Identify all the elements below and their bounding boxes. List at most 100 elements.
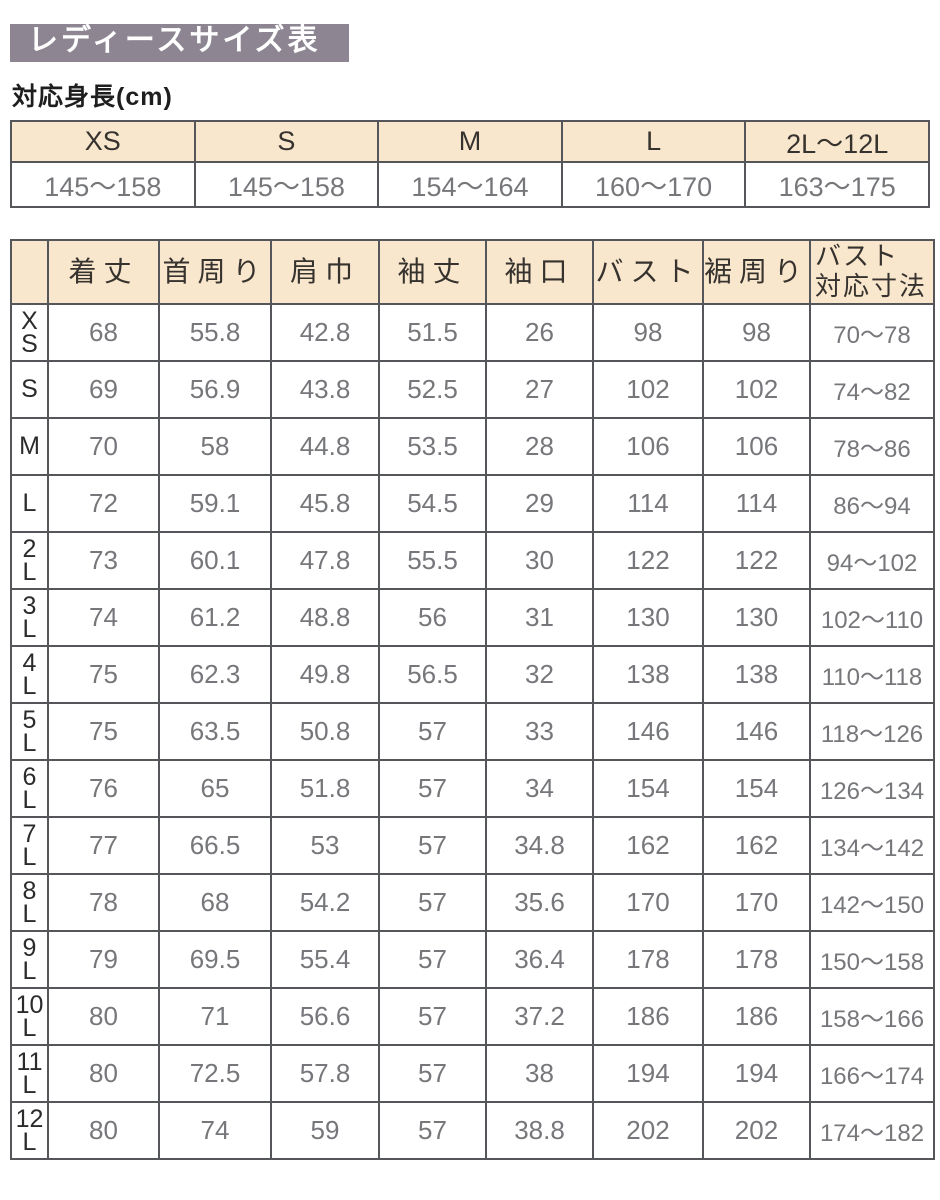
measurement-cell: 126〜134 [809, 759, 935, 818]
measurement-cell: 52.5 [378, 360, 487, 419]
measurement-cell: 162 [702, 816, 811, 875]
measurement-cell: 138 [702, 645, 811, 704]
measurement-cell: 186 [592, 987, 704, 1046]
table-row: L 72 59.1 45.8 54.5 29 114 114 86〜94 [10, 474, 935, 533]
measurement-cell: 57 [378, 702, 487, 761]
measurement-cell: 69 [47, 360, 160, 419]
measurement-cell: 32 [485, 645, 594, 704]
table-row: 2 L 73 60.1 47.8 55.5 30 122 122 94〜102 [10, 531, 935, 590]
measurement-cell: 150〜158 [809, 930, 935, 989]
row-size-label-line: X [21, 306, 38, 335]
row-size-label-line: M [19, 432, 40, 460]
size-col-header: バスト 対応寸法 [809, 239, 935, 305]
page-title: レディースサイズ表 [10, 24, 349, 62]
row-size-label-line: 11 [16, 1047, 43, 1076]
row-size-label: S [10, 360, 49, 419]
measurement-cell: 74 [47, 588, 160, 647]
size-table: 着丈 首周り 肩巾 袖丈 袖口 バスト 裾周り バスト 対応寸法 X S 68 55.8 42.8 51.… [10, 239, 935, 1160]
measurement-cell: 154 [592, 759, 704, 818]
measurement-cell: 122 [702, 531, 811, 590]
measurement-cell: 102 [592, 360, 704, 419]
size-col-header: 肩巾 [270, 239, 380, 305]
measurement-cell: 202 [592, 1101, 704, 1160]
measurement-cell: 49.8 [270, 645, 380, 704]
measurement-cell: 72.5 [158, 1044, 272, 1103]
size-col-header-line: 着丈 [68, 255, 139, 287]
measurement-cell: 178 [702, 930, 811, 989]
measurement-cell: 98 [592, 303, 704, 362]
measurement-cell: 34 [485, 759, 594, 818]
table-row: 10 L 80 71 56.6 57 37.2 186 186 158〜166 [10, 987, 935, 1046]
measurement-cell: 66.5 [158, 816, 272, 875]
row-size-label-line: L [22, 671, 37, 700]
measurement-cell: 53 [270, 816, 380, 875]
measurement-cell: 114 [702, 474, 811, 533]
measurement-cell: 44.8 [270, 417, 380, 476]
measurement-cell: 202 [702, 1101, 811, 1160]
measurement-cell: 38 [485, 1044, 594, 1103]
measurement-cell: 162 [592, 816, 704, 875]
size-chart-page: レディースサイズ表 対応身長(cm) XS S M L 2L〜12L 145〜158 14… [10, 24, 935, 1160]
measurement-cell: 54.2 [270, 873, 380, 932]
size-table-body: X S 68 55.8 42.8 51.5 26 98 98 70〜78 S 69 56.9 43.8 52… [10, 303, 935, 1160]
measurement-cell: 48.8 [270, 588, 380, 647]
measurement-cell: 45.8 [270, 474, 380, 533]
measurement-cell: 63.5 [158, 702, 272, 761]
row-size-label-line: L [22, 956, 37, 985]
height-col-header: XS [10, 120, 196, 163]
measurement-cell: 61.2 [158, 588, 272, 647]
size-table-header-row: 着丈 首周り 肩巾 袖丈 袖口 バスト 裾周り バスト 対応寸法 [10, 239, 935, 305]
measurement-cell: 75 [47, 645, 160, 704]
height-table-header-row: XS S M L 2L〜12L [10, 120, 930, 163]
row-size-label-line: L [22, 785, 37, 814]
table-row: 4 L 75 62.3 49.8 56.5 32 138 138 110〜118 [10, 645, 935, 704]
size-col-header: 首周り [158, 239, 272, 305]
measurement-cell: 47.8 [270, 531, 380, 590]
measurement-cell: 80 [47, 1044, 160, 1103]
measurement-cell: 146 [592, 702, 704, 761]
measurement-cell: 51.5 [378, 303, 487, 362]
measurement-cell: 57 [378, 1044, 487, 1103]
measurement-cell: 106 [702, 417, 811, 476]
measurement-cell: 55.5 [378, 531, 487, 590]
measurement-cell: 110〜118 [809, 645, 935, 704]
measurement-cell: 56.5 [378, 645, 487, 704]
row-size-label-line: L [22, 728, 37, 757]
size-col-header-line: 首周り [162, 255, 268, 287]
measurement-cell: 77 [47, 816, 160, 875]
measurement-cell: 31 [485, 588, 594, 647]
size-col-header-line: 肩巾 [289, 255, 360, 287]
height-col-header: M [377, 120, 563, 163]
row-size-label-line: L [22, 1127, 37, 1156]
row-size-label-line: L [22, 489, 37, 517]
measurement-cell: 59 [270, 1101, 380, 1160]
measurement-cell: 56.6 [270, 987, 380, 1046]
measurement-cell: 86〜94 [809, 474, 935, 533]
row-size-label-line: 10 [15, 990, 44, 1019]
measurement-cell: 30 [485, 531, 594, 590]
measurement-cell: 35.6 [485, 873, 594, 932]
measurement-cell: 60.1 [158, 531, 272, 590]
height-value-cell: 160〜170 [560, 161, 747, 208]
size-col-header-line: バスト [815, 241, 900, 272]
table-row: M 70 58 44.8 53.5 28 106 106 78〜86 [10, 417, 935, 476]
measurement-cell: 65 [158, 759, 272, 818]
measurement-cell: 98 [702, 303, 811, 362]
measurement-cell: 29 [485, 474, 594, 533]
row-size-label-line: L [22, 1013, 37, 1042]
height-value-cell: 154〜164 [377, 161, 563, 208]
measurement-cell: 70〜78 [809, 303, 935, 362]
measurement-cell: 138 [592, 645, 704, 704]
row-size-label-line: S [21, 375, 38, 403]
measurement-cell: 42.8 [270, 303, 380, 362]
row-size-label: 10 L [10, 987, 49, 1046]
measurement-cell: 154 [702, 759, 811, 818]
measurement-cell: 194 [592, 1044, 704, 1103]
